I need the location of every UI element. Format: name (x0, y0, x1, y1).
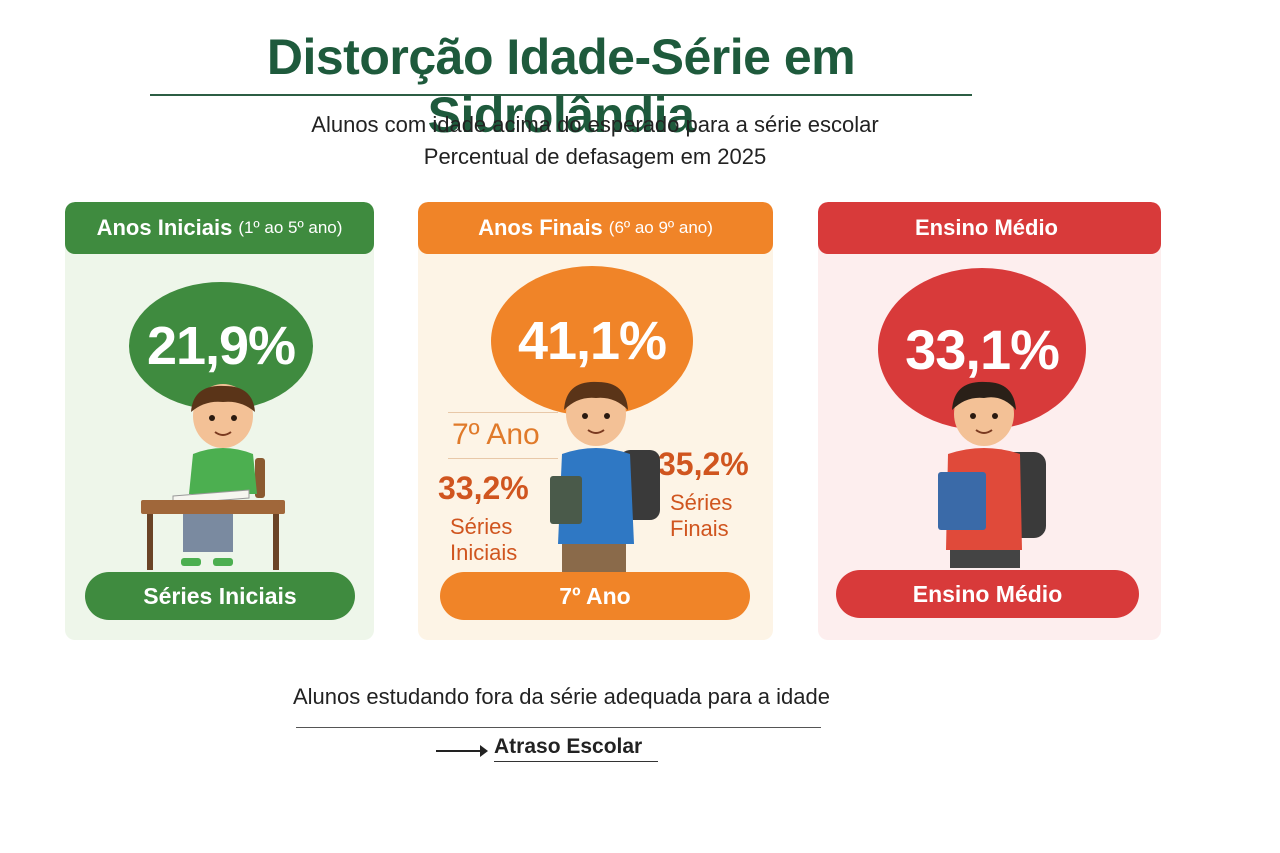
card-ensino-medio: Ensino Médio 33,1% Ensino Médio (818, 202, 1161, 640)
card-header: Anos Finais (6º ao 9º ano) (418, 202, 773, 254)
student-with-backpack-icon (550, 381, 660, 572)
card-footer-label: Séries Iniciais (85, 572, 355, 620)
teen-with-book-icon (938, 381, 1046, 568)
card-anos-finais: Anos Finais (6º ao 9º ano) 41,1% 7º Ano … (418, 202, 773, 640)
left-label-line-1: Séries (450, 514, 513, 539)
card-anos-iniciais: Anos Iniciais (1º ao 5º ano) 21,9% Série… (65, 202, 374, 640)
right-label: Séries Finais (670, 490, 732, 542)
right-value: 35,2% (658, 446, 749, 482)
student-at-desk-icon (141, 384, 285, 570)
subtitle-line-2: Percentual de defasagem em 2025 (423, 144, 767, 169)
left-value: 33,2% (438, 470, 529, 506)
footer-divider (296, 727, 821, 728)
divider (448, 412, 558, 413)
year-label: 7º Ano (452, 418, 540, 451)
card-header-detail: (1º ao 5º ano) (238, 218, 343, 237)
page-title: Distorção Idade-Série em Sidrolândia (266, 29, 856, 143)
title-divider (150, 94, 972, 96)
atraso-escolar-link[interactable]: Atraso Escolar (494, 735, 658, 762)
card-header: Anos Iniciais (1º ao 5º ano) (65, 202, 374, 254)
divider (448, 458, 558, 459)
left-label: Séries Iniciais (450, 514, 517, 566)
subtitle-line-1: Alunos com idade acima do esperado para … (311, 112, 879, 137)
footer-caption: Alunos estudando fora da série adequada … (293, 684, 830, 709)
right-label-line-1: Séries (670, 490, 733, 515)
card-header-title: Anos Finais (478, 215, 603, 240)
right-label-line-2: Finais (670, 516, 729, 541)
card-footer-label: 7º Ano (440, 572, 750, 620)
card-footer-label: Ensino Médio (836, 570, 1139, 618)
card-header-title: Anos Iniciais (96, 215, 233, 240)
card-header-detail: (6º ao 9º ano) (608, 218, 713, 237)
arrow-right-icon (436, 745, 488, 757)
percentage-bubble: 41,1% (491, 266, 693, 416)
left-label-line-2: Iniciais (450, 540, 518, 565)
card-header: Ensino Médio (818, 202, 1161, 254)
card-header-title: Ensino Médio (915, 215, 1058, 240)
